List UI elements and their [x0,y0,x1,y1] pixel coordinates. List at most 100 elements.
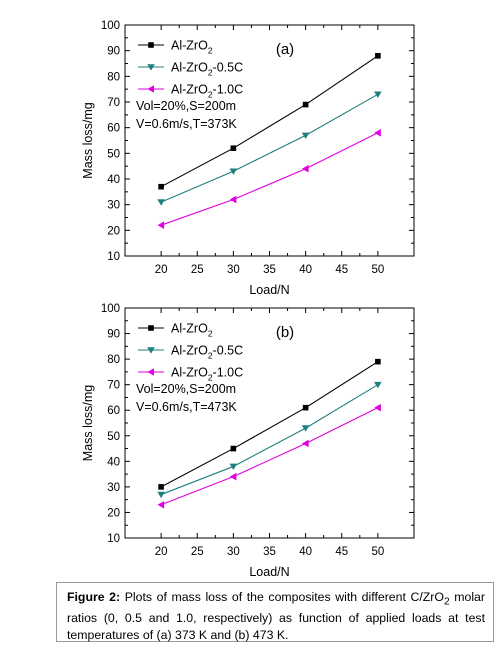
figure-caption-box: Figure 2: Plots of mass loss of the comp… [56,582,494,642]
legend-label: Al-ZrO2 [171,39,213,56]
figure-caption: Figure 2: Plots of mass loss of the comp… [67,589,485,644]
test-condition-note: Vol=20%,S=200m [136,99,236,113]
series-1 [158,53,381,190]
y-tick-label: 10 [107,533,120,545]
caption-text-2: molar ratios (0, 0.5 and 1.0, respective… [67,590,485,643]
y-axis-label: Mass loss/mg [81,102,95,178]
data-point [229,463,238,471]
data-point [301,425,310,432]
data-point [374,91,382,98]
y-tick-label: 100 [101,303,120,315]
x-tick-label: 20 [155,546,168,558]
y-tick-label: 10 [107,251,120,263]
legend: Al-ZrO2 Al-ZrO2-0.5C Al-ZrO2-1.0C [138,39,243,100]
x-axis-label: Load/N [249,565,289,579]
data-point [302,439,309,448]
series-line [160,407,379,506]
data-point [374,403,381,412]
legend-marker [147,368,154,376]
panel-label: (a) [276,41,294,58]
series-3 [157,403,381,509]
y-tick-label: 90 [107,46,120,58]
data-point [374,129,381,137]
test-condition-note: V=0.6m/s,T=473K [136,400,237,414]
legend-marker [147,347,155,354]
series-line [160,55,379,188]
legend-marker [148,325,154,331]
data-point [374,381,382,389]
y-tick-label: 80 [107,71,120,83]
legend-label: Al-ZrO2-1.0C [171,366,243,383]
caption-text-1: Plots of mass loss of the composites wit… [120,590,444,604]
data-point [302,404,309,411]
test-condition-note: Vol=20%,S=200m [136,382,236,396]
y-tick-label: 20 [107,225,120,237]
y-tick-label: 30 [107,482,120,494]
legend-marker [147,64,155,71]
legend-label: Al-ZrO2-0.5C [171,344,243,361]
y-axis-label: Mass loss/mg [81,385,95,461]
legend-label: Al-ZrO2-0.5C [171,61,243,78]
y-tick-label: 60 [107,405,120,417]
x-tick-label: 40 [299,546,312,558]
chart-panel-a: 10 20 30 40 50 60 70 80 90 100 20 25 30 35 40 45 50 Load/… [81,20,415,297]
y-tick-label: 70 [107,97,120,109]
data-point [157,221,165,229]
data-point [229,195,237,204]
x-tick-label: 50 [371,546,384,558]
series-line [160,361,379,488]
data-point [157,491,165,499]
data-point [158,484,164,490]
chart-panel-b: 10 20 30 40 50 60 70 80 90 100 20 25 30 35 40 45 50 Load/… [81,303,415,579]
x-tick-label: 35 [263,264,276,276]
data-point [157,199,165,206]
caption-subscript: 2 [443,596,450,608]
y-tick-label: 90 [107,329,120,341]
y-tick-label: 60 [107,123,120,135]
data-point [158,183,164,190]
x-tick-label: 45 [335,264,348,276]
x-tick-label: 30 [227,546,240,558]
y-tick-label: 70 [107,380,120,392]
panel-label: (b) [276,324,294,341]
data-point [375,53,381,59]
data-point [229,168,238,175]
x-tick-label: 40 [299,264,312,276]
data-point [302,101,309,108]
y-tick-label: 100 [101,20,120,32]
y-tick-label: 50 [107,148,120,160]
y-tick-label: 40 [107,174,120,186]
legend: Al-ZrO2 Al-ZrO2-0.5C Al-ZrO2-1.0C [138,322,243,383]
data-point [157,500,165,509]
x-tick-label: 25 [191,546,204,558]
x-tick-label: 50 [371,264,384,276]
data-point [230,145,237,151]
data-point [230,445,237,452]
data-point [301,132,310,139]
legend-label: Al-ZrO2-1.0C [171,83,243,100]
plot-frame [124,307,415,539]
data-point [375,358,381,365]
x-tick-label: 30 [227,264,240,276]
x-tick-label: 45 [335,546,348,558]
y-tick-label: 80 [107,354,120,366]
x-tick-label: 20 [155,264,168,276]
data-point [229,472,237,481]
test-condition-note: V=0.6m/s,T=373K [136,117,237,131]
series-2 [157,91,382,206]
x-tick-label: 25 [191,264,204,276]
y-tick-label: 50 [107,431,120,443]
plot-frame [124,24,415,257]
series-line [160,384,379,496]
x-axis-label: Load/N [249,283,289,297]
data-point [302,164,309,173]
series-1 [158,358,381,490]
caption-label: Figure 2: [67,590,121,604]
figure-plots: 10 20 30 40 50 60 70 80 90 100 20 25 30 35 40 45 50 Load/… [81,20,415,579]
x-tick-label: 35 [263,546,276,558]
y-tick-label: 40 [107,456,120,468]
series-line [160,93,379,203]
legend-label: Al-ZrO2 [171,322,213,339]
series-line [160,132,379,226]
legend-marker [147,85,154,93]
